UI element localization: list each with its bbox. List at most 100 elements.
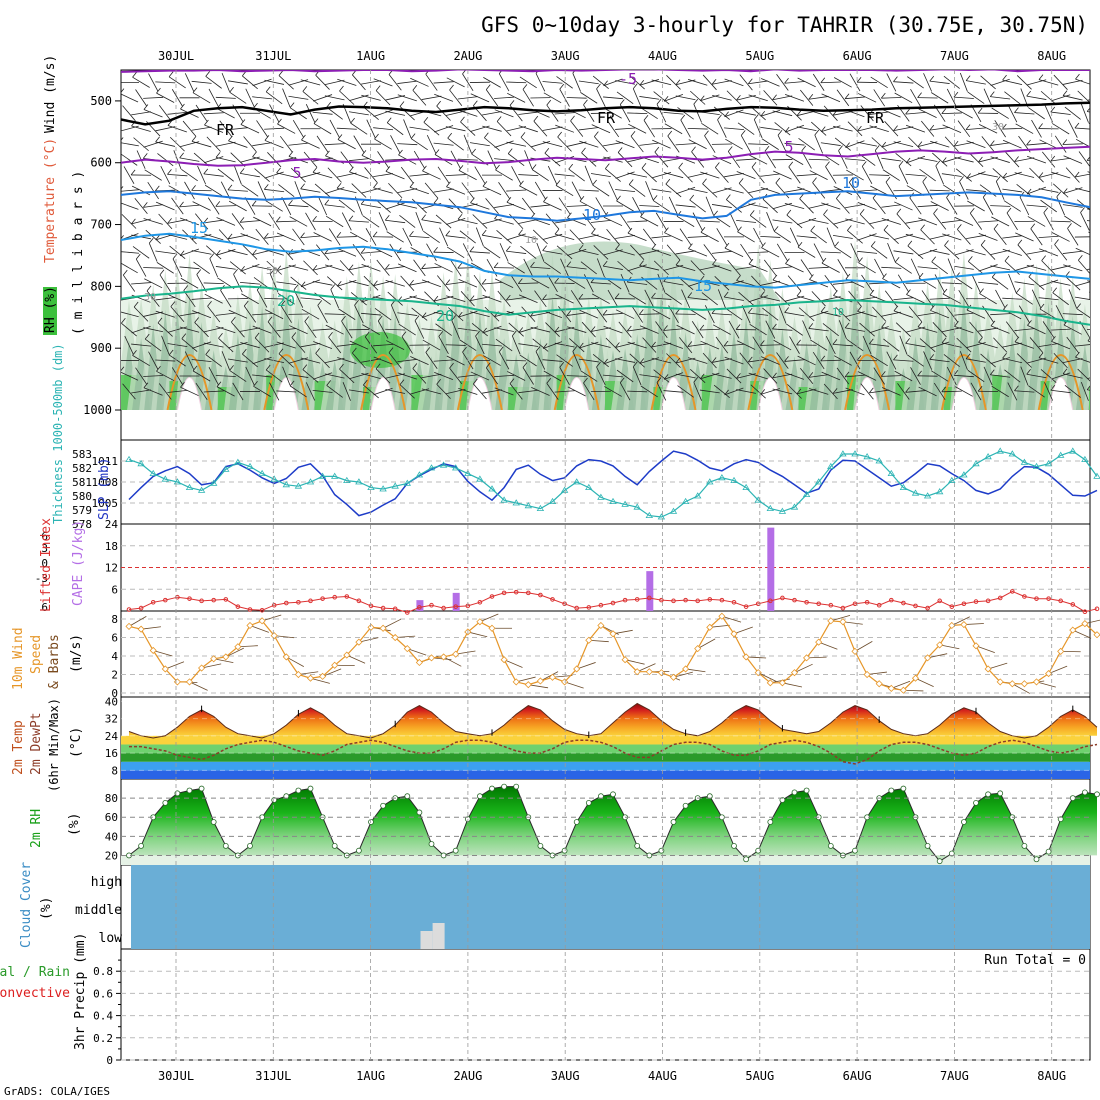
wind-barb — [1028, 107, 1045, 120]
rh-point — [513, 783, 520, 790]
wind-barb — [736, 171, 756, 180]
rh-point — [489, 785, 495, 792]
wind-speed-point — [742, 653, 750, 661]
wind-barb-flag — [148, 237, 154, 244]
wind-barb-flag — [276, 265, 282, 271]
wind-barb — [857, 202, 877, 210]
wind-barb-10m — [225, 647, 244, 658]
wind-barb — [155, 297, 176, 301]
wind-barb — [1056, 196, 1065, 216]
wind-barb-flag — [836, 193, 841, 199]
ua-ylabel-units: ( m i l l i b a r s ) — [71, 171, 86, 335]
wind-barb — [457, 158, 478, 161]
wind-barb — [726, 199, 742, 213]
wind-barb — [257, 181, 267, 200]
wind-barb — [678, 167, 693, 183]
wind-barb-10m — [382, 618, 402, 629]
wind-barb — [785, 263, 804, 273]
wind-barb — [1050, 220, 1071, 223]
wind-barb — [240, 233, 260, 241]
wind-barb — [857, 311, 877, 318]
wind-barb-flag — [557, 131, 562, 138]
wind-barb — [350, 122, 368, 135]
wind-barb — [929, 249, 950, 255]
wind-barb — [800, 259, 813, 277]
wind-barb — [313, 232, 332, 242]
wind-barb — [905, 173, 926, 177]
wind-barb — [342, 382, 351, 401]
wind-barb — [482, 125, 502, 132]
wind-barb — [761, 138, 779, 150]
wind-barb-flag — [1062, 188, 1068, 194]
wind-barb-flag — [905, 387, 910, 393]
rh-point — [973, 799, 979, 806]
li-point — [405, 610, 410, 615]
wind-barb-flag — [475, 330, 480, 337]
thickness-point — [488, 485, 496, 492]
wind-barb — [518, 389, 539, 394]
wind-barb — [776, 74, 789, 91]
wind-barb — [941, 327, 962, 333]
wind-barb — [990, 313, 1011, 316]
wind-barb — [772, 202, 793, 210]
wind-barb — [506, 296, 527, 301]
wind-barb — [784, 312, 805, 317]
wind-barb-flag — [693, 98, 699, 105]
wind-barb — [918, 217, 938, 226]
thickness-point — [209, 479, 218, 486]
wind-barb-flag — [1067, 223, 1072, 229]
wind-barb-flag — [957, 224, 962, 230]
wind-barb-flag — [990, 320, 996, 327]
wind-barb-flag — [399, 101, 405, 107]
wind-barb — [724, 343, 744, 347]
li-point — [175, 594, 180, 600]
wind-barb — [1051, 94, 1071, 102]
wind-barb-10m — [1084, 619, 1100, 625]
wind-barb — [378, 212, 388, 231]
thickness-point — [125, 455, 133, 462]
wind-barb — [869, 389, 890, 394]
wind-barb-flag — [699, 95, 705, 101]
li-point — [816, 601, 822, 607]
wind-barb — [545, 322, 560, 337]
wind-barb — [896, 213, 911, 230]
precip-panel — [120, 948, 1091, 1061]
wind-barb-flag — [530, 261, 535, 268]
wind-barb — [930, 201, 949, 211]
wind-barb — [592, 353, 609, 368]
axes-layer: 30JUL30JUL31JUL31JUL1AUG1AUG2AUG2AUG3AUG… — [35, 49, 1066, 1083]
wind-barb — [124, 335, 134, 355]
wind-barb — [604, 386, 622, 397]
wind-barb — [906, 294, 925, 304]
precip-tick-label: 0.4 — [93, 1010, 113, 1023]
wind-barb — [1051, 340, 1071, 350]
wind-barb — [995, 289, 1006, 308]
wind-speed-point — [210, 655, 218, 663]
ua-tick-label: 900 — [90, 341, 112, 355]
wind-barb-10m — [443, 656, 462, 667]
li-point — [997, 595, 1003, 601]
wind-barb-flag — [469, 295, 475, 301]
wind-barb — [1030, 228, 1043, 246]
wind-barb — [208, 88, 219, 107]
wind-barb-flag — [753, 114, 759, 120]
li-point — [320, 596, 325, 601]
wind-barb — [1040, 90, 1057, 105]
wind-barb — [979, 293, 997, 305]
temp-ylabel-3: (6hr Min/Max) — [47, 698, 61, 792]
wind-barb — [1053, 183, 1069, 198]
wind-barb-flag — [868, 387, 874, 394]
rh-point — [186, 787, 193, 794]
wind-barb — [265, 91, 283, 105]
wind-barb — [993, 228, 1007, 246]
wind-barb — [628, 293, 646, 305]
wind-barb — [1002, 248, 1022, 256]
precip-ylabel-conv: Convective — [0, 986, 70, 1001]
thickness-point — [415, 471, 424, 478]
wind-barb — [375, 368, 391, 384]
wind-barb-10m — [673, 671, 693, 678]
wind-barb-flag — [641, 163, 647, 169]
wind-speed-point — [778, 679, 786, 687]
wind-barb — [826, 227, 835, 247]
